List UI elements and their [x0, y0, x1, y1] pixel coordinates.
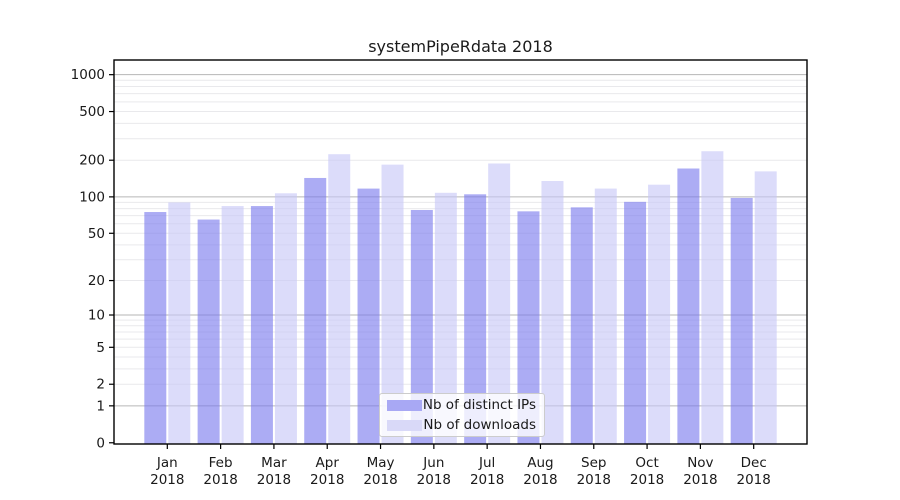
- bar-downloads-aug: [541, 181, 564, 444]
- y-tick-label: 1: [96, 398, 105, 414]
- x-tick-label-month: Mar: [261, 455, 287, 471]
- y-tick-label: 5: [96, 340, 105, 356]
- x-tick-label-month: Jun: [422, 455, 444, 471]
- legend-label-distinct-ips: Nb of distinct IPs: [422, 397, 536, 413]
- x-tick-label-year: 2018: [630, 472, 664, 488]
- legend-label-downloads: Nb of downloads: [423, 417, 536, 433]
- bar-distinct-ips-sep: [570, 207, 593, 444]
- bar-downloads-nov: [701, 151, 724, 445]
- x-tick-label-year: 2018: [363, 472, 397, 488]
- x-tick-label-year: 2018: [203, 472, 237, 488]
- legend-swatch-distinct-ips: [387, 399, 422, 411]
- x-tick-label-month: Oct: [635, 455, 658, 471]
- bar-downloads-oct: [648, 184, 671, 445]
- legend-swatch-downloads: [387, 419, 422, 431]
- x-tick-label-year: 2018: [257, 472, 291, 488]
- plot-frame: [113, 59, 808, 445]
- bar-downloads-jul: [488, 163, 511, 444]
- x-tick-label-month: Dec: [741, 455, 767, 471]
- x-tick-label-year: 2018: [683, 472, 717, 488]
- bar-downloads-sep: [594, 188, 617, 444]
- y-tick-label: 1000: [71, 67, 105, 83]
- bar-downloads-jun: [434, 192, 457, 444]
- x-tick-label-year: 2018: [523, 472, 557, 488]
- x-tick-label-month: Jul: [478, 455, 495, 471]
- y-tick-label: 20: [88, 273, 105, 289]
- bar-distinct-ips-jan: [144, 212, 167, 444]
- x-tick-label-year: 2018: [577, 472, 611, 488]
- x-tick-label-year: 2018: [310, 472, 344, 488]
- bar-distinct-ips-apr: [304, 177, 327, 445]
- bar-distinct-ips-dec: [730, 197, 753, 444]
- bar-downloads-dec: [754, 171, 777, 445]
- bar-downloads-jan: [168, 202, 191, 444]
- y-tick-label: 100: [79, 189, 105, 205]
- x-tick-label-month: Sep: [581, 455, 606, 471]
- y-tick-label: 2: [96, 377, 105, 393]
- legend-item-distinct-ips: Nb of distinct IPs: [387, 397, 536, 413]
- bar-distinct-ips-aug: [517, 211, 540, 444]
- bar-distinct-ips-oct: [624, 201, 647, 444]
- x-tick-label-year: 2018: [417, 472, 451, 488]
- x-tick-label-year: 2018: [470, 472, 504, 488]
- bar-distinct-ips-feb: [197, 219, 220, 444]
- x-tick-label-month: Jan: [156, 455, 178, 471]
- x-tick-label-year: 2018: [150, 472, 184, 488]
- bar-distinct-ips-jul: [464, 194, 487, 444]
- legend-item-downloads: Nb of downloads: [387, 417, 536, 433]
- y-tick-label: 0: [96, 435, 105, 451]
- bar-downloads-feb: [221, 206, 244, 444]
- bar-distinct-ips-may: [357, 188, 380, 444]
- x-tick-label-month: May: [367, 455, 395, 471]
- y-tick-label: 50: [88, 226, 105, 242]
- y-tick-label: 500: [79, 104, 105, 120]
- x-tick-label-month: Nov: [687, 455, 713, 471]
- x-tick-label-month: Feb: [209, 455, 233, 471]
- bar-distinct-ips-nov: [677, 168, 700, 444]
- x-tick-label-month: Apr: [316, 455, 340, 471]
- bar-distinct-ips-mar: [250, 206, 273, 444]
- y-tick-label: 10: [88, 308, 105, 324]
- bar-downloads-apr: [328, 154, 351, 444]
- bar-downloads-mar: [274, 193, 297, 444]
- bar-distinct-ips-jun: [410, 209, 433, 444]
- x-tick-label-year: 2018: [737, 472, 771, 488]
- y-tick-label: 200: [79, 153, 105, 169]
- legend: Nb of distinct IPs Nb of downloads: [379, 393, 545, 437]
- bar-downloads-may: [381, 164, 404, 445]
- chart-title: systemPipeRdata 2018: [368, 37, 553, 56]
- x-tick-label-month: Aug: [527, 455, 553, 471]
